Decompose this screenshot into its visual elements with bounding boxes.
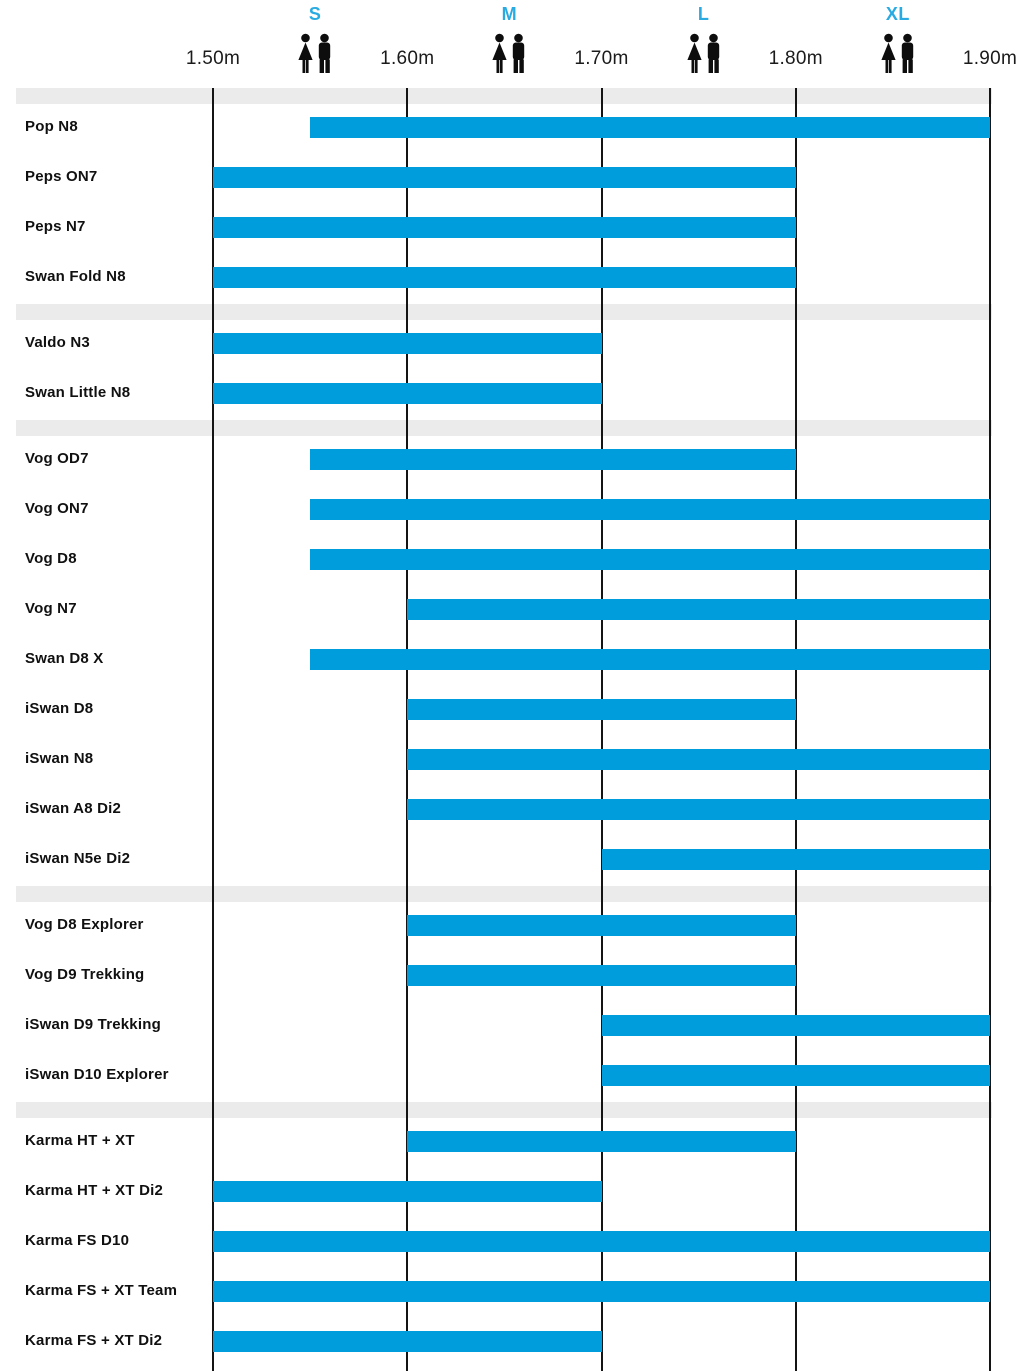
size-group-m: M <box>469 4 549 80</box>
row-label: iSwan N8 <box>25 750 94 767</box>
row-label: iSwan D8 <box>25 700 94 717</box>
section-separator-band <box>16 420 992 436</box>
gridline <box>212 88 214 1371</box>
range-bar <box>213 1331 602 1352</box>
row-label: Vog D9 Trekking <box>25 966 145 983</box>
row-label: Karma HT + XT <box>25 1132 135 1149</box>
row-label: Swan Little N8 <box>25 384 131 401</box>
row-label: iSwan A8 Di2 <box>25 800 122 817</box>
range-bar <box>310 499 990 520</box>
range-bar <box>213 167 796 188</box>
row-label: Karma FS + XT Di2 <box>25 1332 163 1349</box>
size-group-xl: XL <box>858 4 938 80</box>
size-group-s: S <box>275 4 355 80</box>
range-bar <box>310 649 990 670</box>
gridline <box>989 88 991 1371</box>
section-separator-band <box>16 886 992 902</box>
range-bar <box>213 267 796 288</box>
range-bar <box>407 799 990 820</box>
range-bar <box>601 1015 990 1036</box>
row-label: Pop N8 <box>25 118 78 135</box>
row-label: Karma HT + XT Di2 <box>25 1182 164 1199</box>
row-label: iSwan D10 Explorer <box>25 1066 169 1083</box>
range-bar <box>407 749 990 770</box>
woman-icon-man-icon-pair <box>294 33 336 80</box>
row-label: Vog D8 Explorer <box>25 916 144 933</box>
section-separator-band <box>16 1102 992 1118</box>
size-label-s: S <box>308 4 322 24</box>
section-separator-band <box>16 304 992 320</box>
row-label: Vog OD7 <box>25 450 89 467</box>
row-label: Vog ON7 <box>25 500 89 517</box>
range-bar <box>213 1281 990 1302</box>
range-bar <box>310 449 796 470</box>
range-bar <box>213 383 602 404</box>
height-tick-label: 1.50m <box>185 48 241 69</box>
range-bar <box>601 849 990 870</box>
woman-icon-man-icon-pair <box>683 33 725 80</box>
size-label-l: L <box>697 4 710 24</box>
range-bar <box>213 217 796 238</box>
row-label: iSwan N5e Di2 <box>25 850 131 867</box>
range-bar <box>407 1131 796 1152</box>
height-tick-label: 1.80m <box>768 48 823 69</box>
range-bar <box>407 599 990 620</box>
row-label: Peps N7 <box>25 218 86 235</box>
row-label: Valdo N3 <box>25 334 90 351</box>
range-bar <box>407 915 796 936</box>
range-bar <box>407 965 796 986</box>
gridline <box>794 88 797 1371</box>
height-tick-label: 1.60m <box>380 48 435 69</box>
range-bar <box>310 117 990 138</box>
row-label: Swan D8 X <box>25 650 104 667</box>
row-label: Karma FS D10 <box>25 1232 130 1249</box>
range-bar <box>213 1231 990 1252</box>
size-group-l: L <box>664 4 744 80</box>
row-label: Vog D8 <box>25 550 77 567</box>
row-label: Karma FS + XT Team <box>25 1282 178 1299</box>
gridline <box>406 88 409 1371</box>
gridline <box>600 88 603 1371</box>
row-label: Peps ON7 <box>25 168 98 185</box>
height-tick-label: 1.90m <box>962 48 1018 69</box>
row-label: Vog N7 <box>25 600 77 617</box>
range-bar <box>601 1065 990 1086</box>
woman-icon-man-icon-pair <box>488 33 530 80</box>
range-bar <box>310 549 990 570</box>
row-label: iSwan D9 Trekking <box>25 1016 161 1033</box>
height-tick-label: 1.70m <box>574 48 629 69</box>
range-bar <box>407 699 796 720</box>
row-label: Swan Fold N8 <box>25 268 126 285</box>
size-label-m: M <box>501 4 518 24</box>
section-separator-band <box>16 88 992 104</box>
woman-icon-man-icon-pair <box>877 33 919 80</box>
size-label-xl: XL <box>885 4 910 24</box>
range-bar <box>213 1181 602 1202</box>
range-bar <box>213 333 602 354</box>
